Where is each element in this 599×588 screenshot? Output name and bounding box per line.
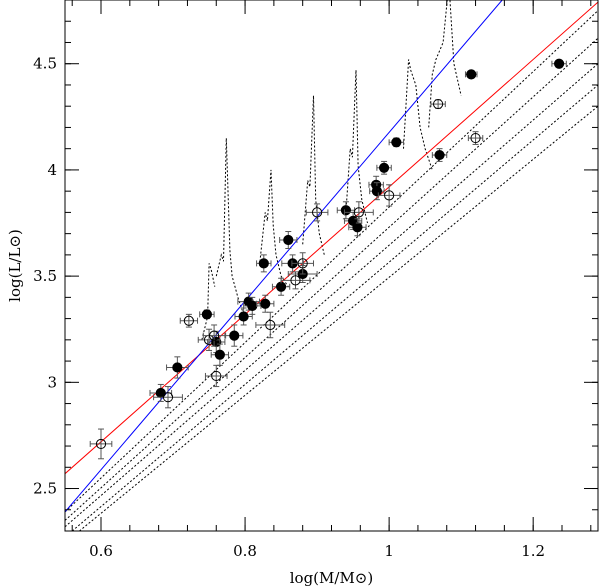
y-tick-label: 3.5: [33, 267, 57, 285]
evolutionary-loop: [345, 70, 368, 224]
open-data-point: [89, 428, 113, 460]
filled-marker: [229, 330, 240, 341]
filled-data-point: [199, 309, 215, 320]
open-marker: [297, 258, 308, 269]
x-tick-label: 0.6: [89, 542, 113, 560]
open-marker: [265, 319, 276, 331]
filled-data-point: [225, 324, 244, 347]
y-axis-title: log(L/L⊙): [6, 229, 24, 302]
filled-data-point: [149, 383, 173, 402]
filled-marker: [172, 362, 183, 373]
open-data-point: [430, 98, 446, 110]
fit-line: [65, 0, 503, 513]
open-data-point: [280, 271, 311, 290]
evolutionary-loop: [201, 263, 216, 340]
axes-layer: 0.6 0.8 1 1.2 2.5 3 3.5 4 4.5: [33, 0, 599, 560]
evolutionary-track: [65, 37, 598, 521]
filled-data-point: [166, 356, 189, 379]
evolutionary-loop: [215, 138, 246, 319]
evolutionary-loop: [302, 95, 325, 256]
data-points-layer: [89, 58, 567, 460]
open-data-point: [305, 203, 329, 222]
filled-marker: [391, 137, 402, 148]
open-marker: [353, 207, 364, 218]
filled-data-point: [279, 231, 298, 250]
open-marker: [470, 132, 481, 144]
filled-data-point: [210, 343, 230, 366]
evolutionary-track: [71, 84, 598, 531]
filled-marker: [340, 205, 352, 216]
open-marker: [95, 438, 107, 450]
evolutionary-tracks-layer: [65, 0, 598, 531]
filled-marker: [247, 300, 258, 311]
y-tick-label: 2.5: [33, 480, 57, 498]
open-data-point: [202, 324, 226, 347]
filled-data-point: [388, 137, 405, 148]
open-data-point: [291, 252, 314, 275]
y-tick-label: 3: [47, 373, 57, 391]
evolutionary-loop: [259, 169, 289, 287]
open-marker: [290, 275, 301, 286]
filled-data-point: [551, 58, 567, 69]
filled-marker: [378, 162, 390, 173]
y-tick-label: 4: [47, 161, 57, 179]
filled-marker: [238, 311, 249, 322]
filled-marker: [466, 69, 477, 80]
filled-data-point: [376, 160, 392, 175]
x-tick-label: 1.2: [521, 542, 545, 560]
filled-marker: [258, 258, 269, 269]
fit-lines-layer: [65, 0, 598, 513]
filled-data-point: [464, 69, 478, 80]
filled-marker: [352, 222, 363, 233]
filled-marker: [201, 309, 212, 320]
filled-marker: [275, 281, 287, 292]
open-data-point: [179, 313, 199, 328]
open-marker: [433, 98, 444, 110]
open-data-point: [153, 386, 183, 409]
filled-data-point: [431, 148, 448, 162]
open-marker: [311, 207, 323, 218]
plot-frame: [64, 0, 599, 532]
filled-marker: [283, 234, 294, 246]
x-tick-label: 1: [384, 542, 394, 560]
open-data-point: [377, 184, 401, 207]
filled-marker: [214, 349, 225, 360]
open-data-point: [467, 131, 484, 145]
filled-data-point: [369, 182, 385, 201]
x-axis-title: log(M/M⊙): [290, 569, 373, 587]
open-marker: [384, 190, 395, 201]
filled-marker: [260, 298, 271, 309]
open-data-point: [343, 201, 374, 224]
filled-data-point: [243, 296, 262, 315]
open-marker: [162, 392, 174, 403]
x-tick-label: 0.8: [233, 542, 257, 560]
filled-marker: [434, 149, 445, 161]
filled-data-point: [256, 294, 275, 313]
filled-data-point: [256, 254, 272, 273]
evolutionary-loop: [403, 59, 433, 171]
open-marker: [211, 370, 222, 382]
evolutionary-track: [65, 63, 598, 528]
open-marker: [208, 330, 220, 341]
y-tick-label: 4.5: [33, 55, 57, 73]
evolutionary-track: [65, 10, 598, 513]
fit-line: [65, 1, 598, 475]
open-marker: [183, 315, 194, 326]
open-data-point: [204, 364, 228, 388]
evolutionary-loop: [428, 0, 462, 128]
evolutionary-track: [79, 105, 598, 531]
open-data-point: [255, 311, 286, 339]
filled-marker: [371, 186, 382, 197]
filled-marker: [554, 58, 565, 69]
